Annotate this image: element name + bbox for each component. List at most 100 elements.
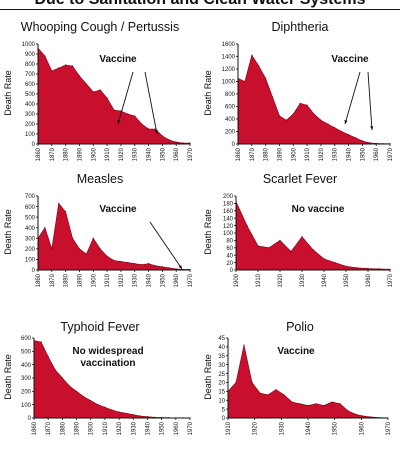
x-tick-label: 1860 [236,147,242,161]
y-tick-label: 400 [25,102,36,108]
data-point [44,227,46,229]
y-tick-label: 500 [25,92,36,98]
data-point [92,91,94,93]
x-tick-label: 1870 [50,147,56,161]
x-tick-label: 1920 [253,421,259,435]
data-point [368,142,370,144]
x-tick-label: 1910 [103,421,109,435]
y-tick-label: 15 [218,390,225,396]
x-tick-label: 1920 [119,273,125,287]
x-tick-label: 1900 [234,273,240,287]
y-tick-label: 200 [25,122,36,128]
data-point [355,413,357,416]
x-tick-label: 1910 [105,273,111,287]
y-tick-label: 300 [25,112,36,118]
y-tick-label: 140 [223,216,234,222]
data-point [345,265,347,267]
death-rate-area [37,202,191,271]
data-point [68,385,71,387]
chart-title: Whooping Cough / Pertussis [20,20,180,34]
y-tick-label: 200 [21,390,32,396]
y-tick-label: 100 [223,231,234,237]
x-tick-label: 1880 [264,147,270,161]
data-point [257,245,259,247]
y-tick-label: 45 [218,336,225,342]
y-tick-label: 600 [225,105,236,111]
data-point [363,415,365,417]
data-point [271,96,274,98]
data-point [361,140,363,142]
y-tick-label: 0 [32,142,36,148]
y-tick-label: 0 [222,416,226,422]
y-tick-label: 180 [223,202,234,208]
annotation-arrow [344,71,361,125]
x-tick-label: 1940 [322,273,328,287]
data-point [251,54,253,56]
data-point [313,113,315,115]
y-tick-label: 0 [28,416,32,422]
x-tick-label: 1950 [360,147,366,161]
data-point [290,250,292,253]
data-point [118,411,120,413]
data-point [334,262,336,264]
annotation-arrow [149,221,183,270]
data-point [99,89,101,91]
data-point [259,392,261,394]
data-point [104,406,106,408]
y-tick-label: 100 [25,132,36,138]
chart-panel-diphtheria: Diphtheria Death Rate 0 200 400 600 800 1000 120… [200,16,400,166]
chart-panel-typhoid: Typhoid Fever Death Rate 0 100 200 300 400 500 6… [0,312,200,435]
chart-panel-scarlet-fever: Scarlet Fever Death Rate 0 20 40 60 80 100 120 14… [200,166,400,316]
annotation-arrow [117,71,134,125]
annotation-arrowhead [344,120,348,124]
x-tick-label: 1900 [89,421,95,435]
annotation-arrowhead [154,130,158,134]
y-tick-label: 120 [223,224,234,230]
y-tick-label: 400 [25,226,36,232]
chart-svg: 0 100 200 300 400 500 600 700 1860 1870 1880 1890 19… [25,194,194,287]
y-tick-label: 900 [25,52,36,58]
y-tick-label: 300 [25,236,36,242]
chart-svg: 0 5 10 15 20 25 30 35 40 45 1910 1920 1930 1940 1950 19… [218,336,392,435]
annotation-arrowhead [178,265,182,269]
x-tick-label: 1950 [160,273,166,287]
data-point [51,248,53,250]
y-tick-label: 25 [218,372,225,378]
data-point [65,211,67,213]
data-point [189,142,191,144]
y-tick-label: 0 [32,268,36,274]
x-tick-label: 1940 [145,421,151,435]
data-point [40,341,42,343]
x-tick-label: 1900 [91,147,97,161]
x-tick-label: 1880 [60,421,66,435]
data-point [307,404,309,407]
data-point [367,267,369,270]
data-point [75,390,78,392]
data-point [71,237,74,239]
data-point [147,263,150,265]
x-tick-label: 1900 [91,273,97,287]
data-point [154,265,157,267]
data-point [71,65,74,67]
data-point [267,394,269,396]
x-tick-label: 1940 [306,421,312,435]
y-tick-label: 800 [225,92,236,98]
y-tick-label: 1200 [222,67,236,73]
x-tick-label: 1920 [319,147,325,161]
x-tick-label: 1970 [188,147,194,161]
y-tick-label: 200 [223,194,234,200]
chart-title: Diphtheria [271,20,329,34]
annotation-label: Vaccine [331,54,369,65]
data-point [85,83,87,85]
data-point [99,248,101,250]
x-tick-label: 1970 [388,273,394,287]
data-point [299,102,301,104]
data-point [327,123,329,125]
y-tick-label: 800 [25,62,36,68]
x-tick-label: 1910 [256,273,262,287]
data-point [312,249,314,251]
y-tick-label: 160 [223,209,234,215]
data-point [354,137,357,139]
y-tick-label: 600 [21,336,32,342]
data-point [168,139,170,141]
